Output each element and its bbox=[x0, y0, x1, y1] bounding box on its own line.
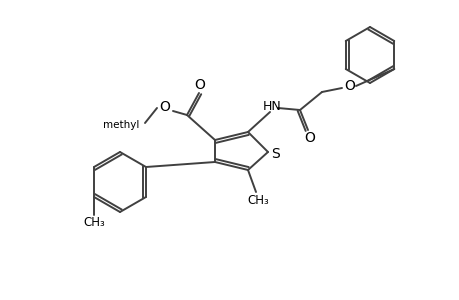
Text: CH₃: CH₃ bbox=[83, 217, 105, 230]
Text: methyl: methyl bbox=[102, 120, 139, 130]
Text: O: O bbox=[194, 78, 205, 92]
Text: CH₃: CH₃ bbox=[246, 194, 269, 206]
Text: O: O bbox=[344, 79, 355, 93]
Text: S: S bbox=[271, 147, 280, 161]
Text: HN: HN bbox=[262, 100, 281, 113]
Text: O: O bbox=[159, 100, 170, 114]
Text: O: O bbox=[304, 131, 315, 145]
